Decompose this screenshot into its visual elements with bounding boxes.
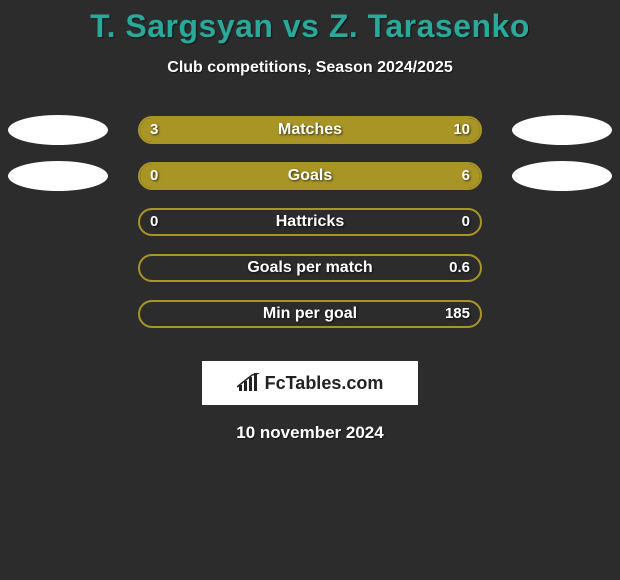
chart-icon — [237, 373, 261, 393]
player-left-oval — [8, 161, 108, 191]
page-title: T. Sargsyan vs Z. Tarasenko — [0, 0, 620, 45]
bar-track — [138, 254, 482, 282]
bar-track — [138, 300, 482, 328]
stat-row: 06Goals — [0, 159, 620, 205]
bar-right-fill — [208, 164, 480, 188]
branding-badge: FcTables.com — [202, 361, 418, 405]
bar-track — [138, 208, 482, 236]
right-value: 10 — [453, 116, 470, 144]
player-right-oval — [512, 161, 612, 191]
comparison-chart: 310Matches06Goals00Hattricks0.6Goals per… — [0, 113, 620, 343]
player-right-oval — [512, 115, 612, 145]
bar-track — [138, 116, 482, 144]
date-text: 10 november 2024 — [0, 423, 620, 443]
bar-track — [138, 162, 482, 190]
left-value: 0 — [150, 208, 158, 236]
player-left-oval — [8, 115, 108, 145]
stat-row: 310Matches — [0, 113, 620, 159]
stat-row: 0.6Goals per match — [0, 251, 620, 297]
right-value: 185 — [445, 300, 470, 328]
right-value: 0 — [462, 208, 470, 236]
bar-right-fill — [208, 118, 480, 142]
branding-text: FcTables.com — [265, 373, 384, 394]
left-value: 3 — [150, 116, 158, 144]
stat-row: 00Hattricks — [0, 205, 620, 251]
right-value: 0.6 — [449, 254, 470, 282]
stat-row: 185Min per goal — [0, 297, 620, 343]
right-value: 6 — [462, 162, 470, 190]
subtitle: Club competitions, Season 2024/2025 — [0, 59, 620, 77]
left-value: 0 — [150, 162, 158, 190]
